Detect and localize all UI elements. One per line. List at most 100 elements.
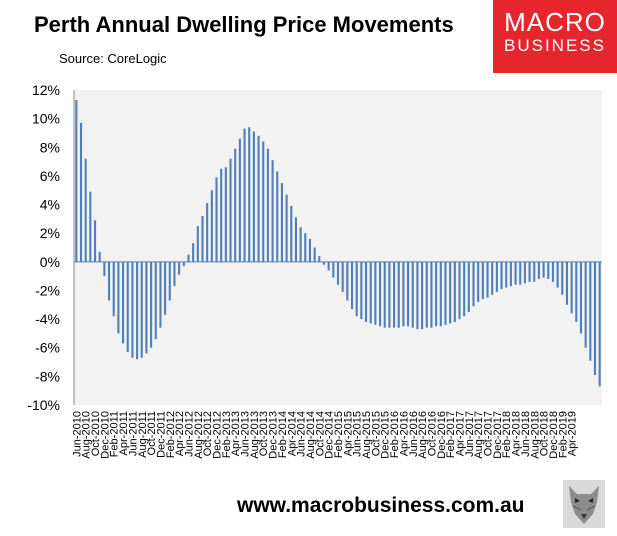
x-tick-label: Dec-2011 — [155, 411, 167, 458]
bar — [336, 261, 340, 285]
bar — [463, 261, 466, 317]
x-tick-label: Aug-2011 — [137, 411, 149, 458]
bar — [187, 254, 190, 262]
x-tick-label: Feb-2015 — [333, 411, 345, 458]
x-tick-label: Oct-2015 — [370, 411, 382, 456]
bar — [579, 261, 583, 334]
bar — [575, 261, 578, 322]
bar — [215, 177, 218, 262]
x-tick-label: Dec-2013 — [268, 411, 280, 459]
bar — [472, 261, 475, 307]
bar — [79, 122, 83, 262]
bar — [266, 148, 269, 262]
bar — [117, 261, 120, 334]
bar — [262, 141, 265, 262]
y-tick-label: -10% — [27, 397, 60, 413]
y-tick-label: 2% — [40, 225, 60, 241]
bar — [294, 217, 297, 262]
bar — [290, 205, 293, 262]
bar — [430, 261, 433, 328]
bar — [523, 261, 526, 284]
bar — [500, 261, 503, 290]
bar — [332, 261, 335, 278]
y-tick-label: -6% — [35, 340, 60, 356]
x-tick-label: Apr-2019 — [567, 411, 579, 456]
bar — [444, 261, 447, 325]
bar — [322, 261, 326, 265]
bar — [159, 261, 162, 328]
bar — [234, 148, 237, 262]
x-tick-label: Jun-2012 — [183, 411, 195, 457]
bar — [206, 203, 209, 262]
x-tick-label: Oct-2017 — [483, 411, 495, 456]
x-tick-label: Dec-2012 — [212, 411, 224, 459]
wolf-logo-icon — [563, 480, 605, 528]
bar — [449, 261, 452, 324]
x-tick-label: Apr-2016 — [398, 411, 410, 456]
y-tick-label: 12% — [32, 82, 60, 98]
x-tick-label: Jun-2015 — [352, 411, 364, 457]
macrobusiness-logo: MACRO BUSINESS — [493, 0, 617, 73]
footer-url: www.macrobusiness.com.au — [237, 494, 525, 517]
x-tick-label: Apr-2012 — [174, 411, 186, 456]
x-tick-label: Feb-2014 — [277, 411, 289, 458]
x-tick-label: Dec-2018 — [548, 411, 560, 459]
bar — [276, 171, 279, 262]
bar — [327, 261, 330, 271]
plot-area — [74, 90, 602, 405]
bar — [131, 261, 134, 358]
bar — [304, 233, 307, 262]
bar — [589, 261, 592, 361]
bar — [84, 158, 87, 262]
bar — [388, 261, 391, 328]
bar — [598, 261, 601, 387]
x-tick-label: Aug-2012 — [193, 411, 205, 459]
x-tick-label: Oct-2018 — [539, 411, 551, 456]
chart-title: Perth Annual Dwelling Price Movements — [34, 12, 454, 37]
bar — [126, 261, 129, 353]
bar — [350, 261, 354, 310]
x-tick-label: Jun-2017 — [464, 411, 476, 457]
bar — [537, 261, 540, 279]
bar — [346, 261, 349, 301]
x-tick-label: Jun-2018 — [520, 411, 532, 457]
bar — [509, 261, 512, 287]
bar — [220, 168, 223, 262]
y-tick-label: -8% — [35, 368, 60, 384]
bar — [93, 220, 97, 262]
bar — [379, 261, 382, 327]
x-tick-label: Feb-2017 — [445, 411, 457, 458]
bar — [201, 216, 204, 262]
y-tick-label: 6% — [40, 168, 60, 184]
bar — [210, 190, 213, 262]
bar — [407, 261, 410, 327]
x-tick-label: Oct-2013 — [258, 411, 270, 456]
bar — [136, 261, 139, 360]
bar — [458, 261, 461, 320]
x-tick-label: Aug-2010 — [81, 411, 93, 459]
x-tick-label: Jun-2014 — [296, 411, 308, 457]
x-tick-label: Dec-2016 — [436, 411, 448, 459]
bar — [393, 261, 396, 328]
bar — [98, 251, 101, 262]
x-tick-label: Apr-2014 — [286, 411, 298, 456]
x-tick-label: Aug-2014 — [305, 411, 317, 459]
logo-line-macro: MACRO — [504, 7, 606, 37]
y-tick-label: -4% — [35, 311, 60, 327]
bar — [360, 261, 363, 320]
y-tick-label: -2% — [35, 282, 60, 298]
bar — [439, 261, 442, 327]
x-tick-label: Aug-2018 — [529, 411, 541, 459]
bar — [308, 238, 312, 262]
y-tick-label: 4% — [40, 197, 60, 213]
x-tick-label: Feb-2012 — [165, 411, 177, 458]
x-tick-label: Dec-2014 — [324, 411, 336, 459]
bar — [318, 256, 321, 262]
bar — [383, 261, 386, 328]
bar — [514, 261, 517, 285]
bar — [467, 261, 470, 312]
bar — [570, 261, 573, 314]
y-tick-label: 8% — [40, 139, 60, 155]
x-tick-label: Feb-2011 — [109, 411, 121, 457]
x-tick-label: Apr-2018 — [511, 411, 523, 456]
